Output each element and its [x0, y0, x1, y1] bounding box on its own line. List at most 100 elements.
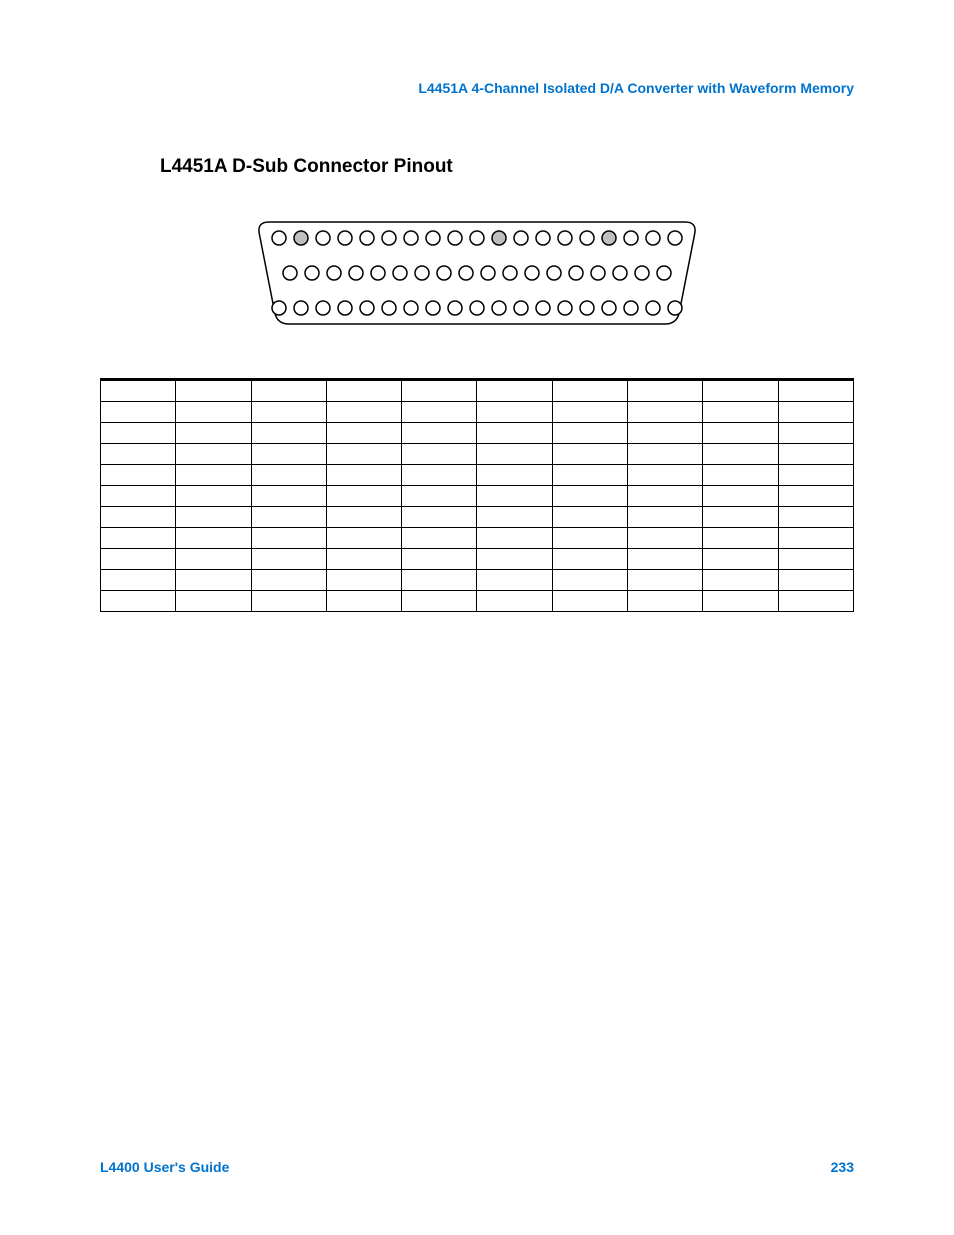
connector-pin [492, 301, 506, 315]
table-cell [477, 402, 552, 423]
connector-pin [547, 266, 561, 280]
connector-pin [470, 301, 484, 315]
table-cell [778, 423, 853, 444]
connector-pin [272, 301, 286, 315]
table-cell [101, 549, 176, 570]
connector-pin [514, 231, 528, 245]
connector-pin [404, 231, 418, 245]
table-cell [176, 465, 251, 486]
table-cell [251, 591, 326, 612]
table-cell [552, 591, 627, 612]
table-header-cell [101, 380, 176, 402]
table-cell [402, 549, 477, 570]
connector-pin [668, 301, 682, 315]
connector-pin [272, 231, 286, 245]
table-cell [402, 465, 477, 486]
section-title: L4451A D-Sub Connector Pinout [160, 156, 854, 178]
connector-pin [305, 266, 319, 280]
table-cell [326, 444, 401, 465]
connector-pin [448, 231, 462, 245]
table-cell [552, 570, 627, 591]
table-row [101, 402, 854, 423]
table-cell [101, 444, 176, 465]
chapter-header: L4451A 4-Channel Isolated D/A Converter … [100, 80, 854, 96]
connector-pin [481, 266, 495, 280]
table-cell [176, 591, 251, 612]
table-cell [628, 549, 703, 570]
table-row [101, 591, 854, 612]
table-cell [251, 465, 326, 486]
connector-pin [580, 301, 594, 315]
connector-pin [371, 266, 385, 280]
table-cell [251, 402, 326, 423]
table-header-row [101, 380, 854, 402]
connector-diagram-wrap [100, 208, 854, 338]
table-cell [552, 423, 627, 444]
connector-pin [360, 301, 374, 315]
connector-pin [558, 301, 572, 315]
connector-pin [437, 266, 451, 280]
table-cell [477, 423, 552, 444]
table-row [101, 570, 854, 591]
connector-pin [536, 301, 550, 315]
table-cell [703, 591, 778, 612]
table-row [101, 465, 854, 486]
table-cell [101, 570, 176, 591]
table-cell [778, 591, 853, 612]
connector-pin [613, 266, 627, 280]
table-cell [402, 570, 477, 591]
table-cell [176, 549, 251, 570]
connector-pin [426, 231, 440, 245]
table-header-cell [477, 380, 552, 402]
table-row [101, 444, 854, 465]
table-cell [778, 549, 853, 570]
table-cell [628, 444, 703, 465]
connector-pin [415, 266, 429, 280]
connector-pin [558, 231, 572, 245]
connector-pin [646, 301, 660, 315]
table-cell [628, 528, 703, 549]
table-cell [703, 402, 778, 423]
table-cell [402, 444, 477, 465]
table-cell [326, 549, 401, 570]
table-cell [101, 402, 176, 423]
table-cell [477, 444, 552, 465]
table-cell [628, 486, 703, 507]
table-header-cell [552, 380, 627, 402]
table-cell [628, 465, 703, 486]
table-cell [251, 486, 326, 507]
table-cell [552, 465, 627, 486]
table-cell [703, 423, 778, 444]
table-cell [326, 507, 401, 528]
pinout-table-head [101, 380, 854, 402]
table-cell [176, 444, 251, 465]
table-cell [703, 528, 778, 549]
table-cell [176, 528, 251, 549]
table-cell [402, 528, 477, 549]
page-footer: L4400 User's Guide 233 [100, 1159, 854, 1175]
connector-pin [327, 266, 341, 280]
table-cell [477, 486, 552, 507]
connector-pin [349, 266, 363, 280]
table-cell [326, 528, 401, 549]
table-cell [101, 423, 176, 444]
connector-pin [536, 231, 550, 245]
table-cell [628, 402, 703, 423]
pinout-table [100, 378, 854, 612]
table-cell [101, 528, 176, 549]
connector-pin [393, 266, 407, 280]
table-cell [402, 591, 477, 612]
connector-pin [316, 301, 330, 315]
connector-pin [514, 301, 528, 315]
pinout-table-wrap [100, 378, 854, 612]
connector-pin [503, 266, 517, 280]
connector-pin [492, 231, 506, 245]
table-cell [251, 444, 326, 465]
table-cell [402, 507, 477, 528]
connector-pin [657, 266, 671, 280]
table-cell [552, 402, 627, 423]
table-cell [251, 507, 326, 528]
footer-page-number: 233 [831, 1159, 854, 1175]
table-header-cell [326, 380, 401, 402]
connector-pin [525, 266, 539, 280]
